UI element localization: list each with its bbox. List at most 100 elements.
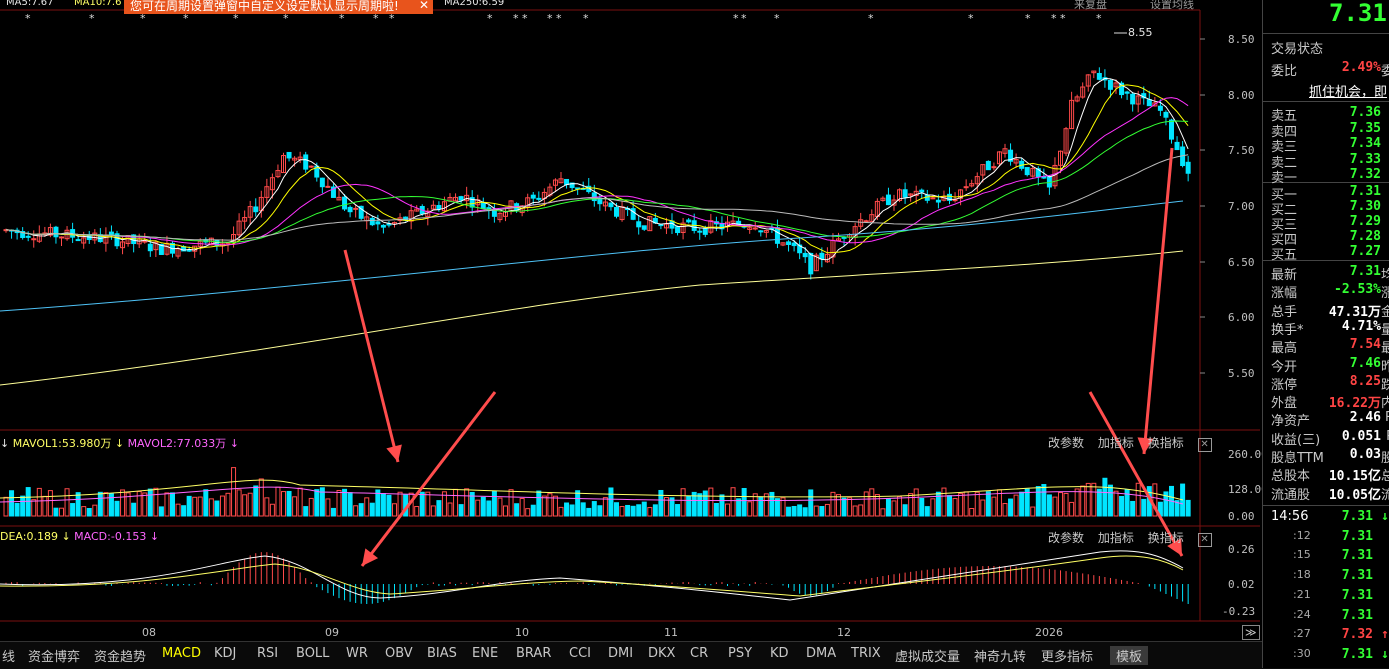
tab-bias[interactable]: BIAS (427, 646, 457, 661)
volume-bar (769, 491, 775, 517)
ma-option-label[interactable]: 设置均线 (1150, 0, 1194, 11)
volume-bar (791, 505, 797, 517)
event-marker-icon[interactable]: * (1051, 12, 1057, 25)
candle-body (985, 160, 991, 171)
notice-banner[interactable]: 您可在周期设置弹窗中自定义设定默认显示周期啦! ✕ (124, 0, 433, 14)
event-marker-icon[interactable]: * (339, 12, 345, 25)
volume-bar (125, 492, 131, 517)
volume-bar (414, 506, 420, 517)
candle-body (758, 230, 764, 233)
tab-brar[interactable]: BRAR (516, 646, 552, 661)
event-marker-icon[interactable]: * (283, 12, 289, 25)
event-marker-icon[interactable]: * (25, 12, 31, 25)
candle-body (1035, 168, 1041, 178)
event-marker-icon[interactable]: * (733, 12, 739, 25)
event-marker-icon[interactable]: * (547, 12, 553, 25)
candle-body (59, 236, 64, 239)
event-marker-icon[interactable]: * (1025, 12, 1031, 25)
event-marker-icon[interactable]: * (1096, 12, 1102, 25)
tab-wr[interactable]: WR (346, 646, 368, 661)
promo-link[interactable]: 抓住机会，即 (1309, 85, 1388, 100)
tab-macd[interactable]: MACD (162, 646, 201, 661)
stat-row: 外盘 16.22万内 (1271, 392, 1389, 412)
candle-body (342, 196, 348, 210)
tab-magic-nine[interactable]: 神奇九转 (974, 650, 1027, 665)
event-marker-icon[interactable]: * (373, 12, 379, 25)
tab-trix[interactable]: TRIX (851, 646, 881, 661)
tab-kd[interactable]: KD (770, 646, 789, 661)
tab-psy[interactable]: PSY (728, 646, 753, 661)
event-marker-icon[interactable]: * (89, 12, 95, 25)
change-params-button[interactable]: 改参数 (1048, 531, 1085, 545)
tab-cr[interactable]: CR (690, 646, 709, 661)
tab-kline[interactable]: 线 (2, 650, 16, 665)
event-marker-icon[interactable]: * (183, 12, 189, 25)
switch-indicator-button[interactable]: 换指标 (1147, 436, 1184, 450)
volume-bar (386, 494, 392, 517)
candle-body (1113, 82, 1119, 88)
event-marker-icon[interactable]: * (389, 12, 395, 25)
more-tabs-button[interactable]: ≫ (1242, 625, 1260, 640)
tab-rsi[interactable]: RSI (257, 646, 279, 661)
weight-label[interactable]: 来复盘 (1074, 0, 1107, 11)
add-indicator-button[interactable]: 加指标 (1097, 436, 1134, 450)
volume-bar (20, 495, 26, 517)
add-indicator-button[interactable]: 加指标 (1097, 531, 1134, 545)
tab-virtual-volume[interactable]: 虚拟成交量 (895, 650, 961, 665)
volume-bar (885, 498, 891, 517)
event-marker-icon[interactable]: * (140, 12, 146, 25)
tab-ene[interactable]: ENE (472, 646, 499, 661)
tab-boll[interactable]: BOLL (296, 646, 330, 661)
tab-cci[interactable]: CCI (569, 646, 591, 661)
tab-template[interactable]: 模板 (1110, 646, 1149, 665)
close-panel-icon[interactable]: ✕ (1197, 438, 1212, 452)
candle-body (797, 244, 803, 254)
kline-chart-area[interactable]: * * * * * * * * * * * * * * * * * * * * * * * * 8.50 8.00 7.50 … (0, 0, 1268, 639)
volume-bar (286, 490, 292, 517)
tab-kdj[interactable]: KDJ (214, 646, 237, 661)
event-marker-icon[interactable]: * (968, 12, 974, 25)
volume-bar (1024, 488, 1030, 517)
candle-body (286, 151, 292, 159)
volume-bar (136, 490, 142, 517)
trade-status-label[interactable]: 交易状态 (1271, 42, 1324, 57)
bid-row-label: 买四 (1271, 233, 1298, 248)
close-icon[interactable]: ✕ (418, 0, 429, 12)
event-marker-icon[interactable]: * (1060, 12, 1066, 25)
volume-bar (747, 501, 753, 517)
close-panel-icon[interactable]: ✕ (1197, 533, 1212, 547)
event-marker-icon[interactable]: * (583, 12, 589, 25)
volume-bar (619, 506, 625, 517)
candle-body (1107, 79, 1113, 90)
event-marker-icon[interactable]: * (487, 12, 493, 25)
volume-bar (175, 503, 181, 517)
weibi-trunc: 委 (1380, 64, 1389, 79)
weibi-value: 2.49% (1341, 60, 1381, 75)
kline-chart-svg[interactable]: * * * * * * * * * * * * * * * * * * * * * * * * (0, 0, 1260, 640)
volume-bar (869, 488, 875, 517)
tab-dmi[interactable]: DMI (608, 646, 634, 661)
volume-bar (231, 467, 237, 517)
switch-indicator-button[interactable]: 换指标 (1147, 531, 1184, 545)
tab-fund-trend[interactable]: 资金趋势 (94, 650, 147, 665)
volume-bar (941, 487, 947, 517)
stat-row: 涨停 8.25 跌 (1271, 374, 1389, 393)
month-label: 2026 (1035, 626, 1063, 639)
event-marker-icon[interactable]: * (741, 12, 747, 25)
ask-row: 卖三 7.34 (1271, 136, 1389, 155)
event-marker-icon[interactable]: * (513, 12, 519, 25)
ma120-line (0, 200, 1184, 312)
tab-dma[interactable]: DMA (806, 646, 837, 661)
event-marker-icon[interactable]: * (868, 12, 874, 25)
event-marker-icon[interactable]: * (522, 12, 528, 25)
tab-more-indicators[interactable]: 更多指标 (1041, 650, 1094, 665)
tab-dkx[interactable]: DKX (648, 646, 676, 661)
stat-row-value: 16.22万 (1328, 396, 1381, 412)
stat-row-label: 流通股 (1271, 487, 1311, 503)
event-marker-icon[interactable]: * (774, 12, 780, 25)
event-marker-icon[interactable]: * (556, 12, 562, 25)
tab-fund-game[interactable]: 资金博弈 (28, 650, 81, 665)
change-params-button[interactable]: 改参数 (1048, 436, 1085, 450)
event-marker-icon[interactable]: * (233, 12, 239, 25)
tab-obv[interactable]: OBV (385, 646, 413, 661)
